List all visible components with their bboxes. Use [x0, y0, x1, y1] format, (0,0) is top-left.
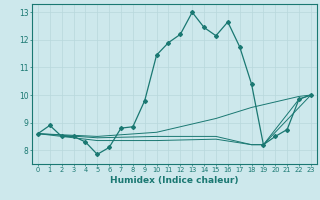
X-axis label: Humidex (Indice chaleur): Humidex (Indice chaleur) — [110, 176, 239, 185]
